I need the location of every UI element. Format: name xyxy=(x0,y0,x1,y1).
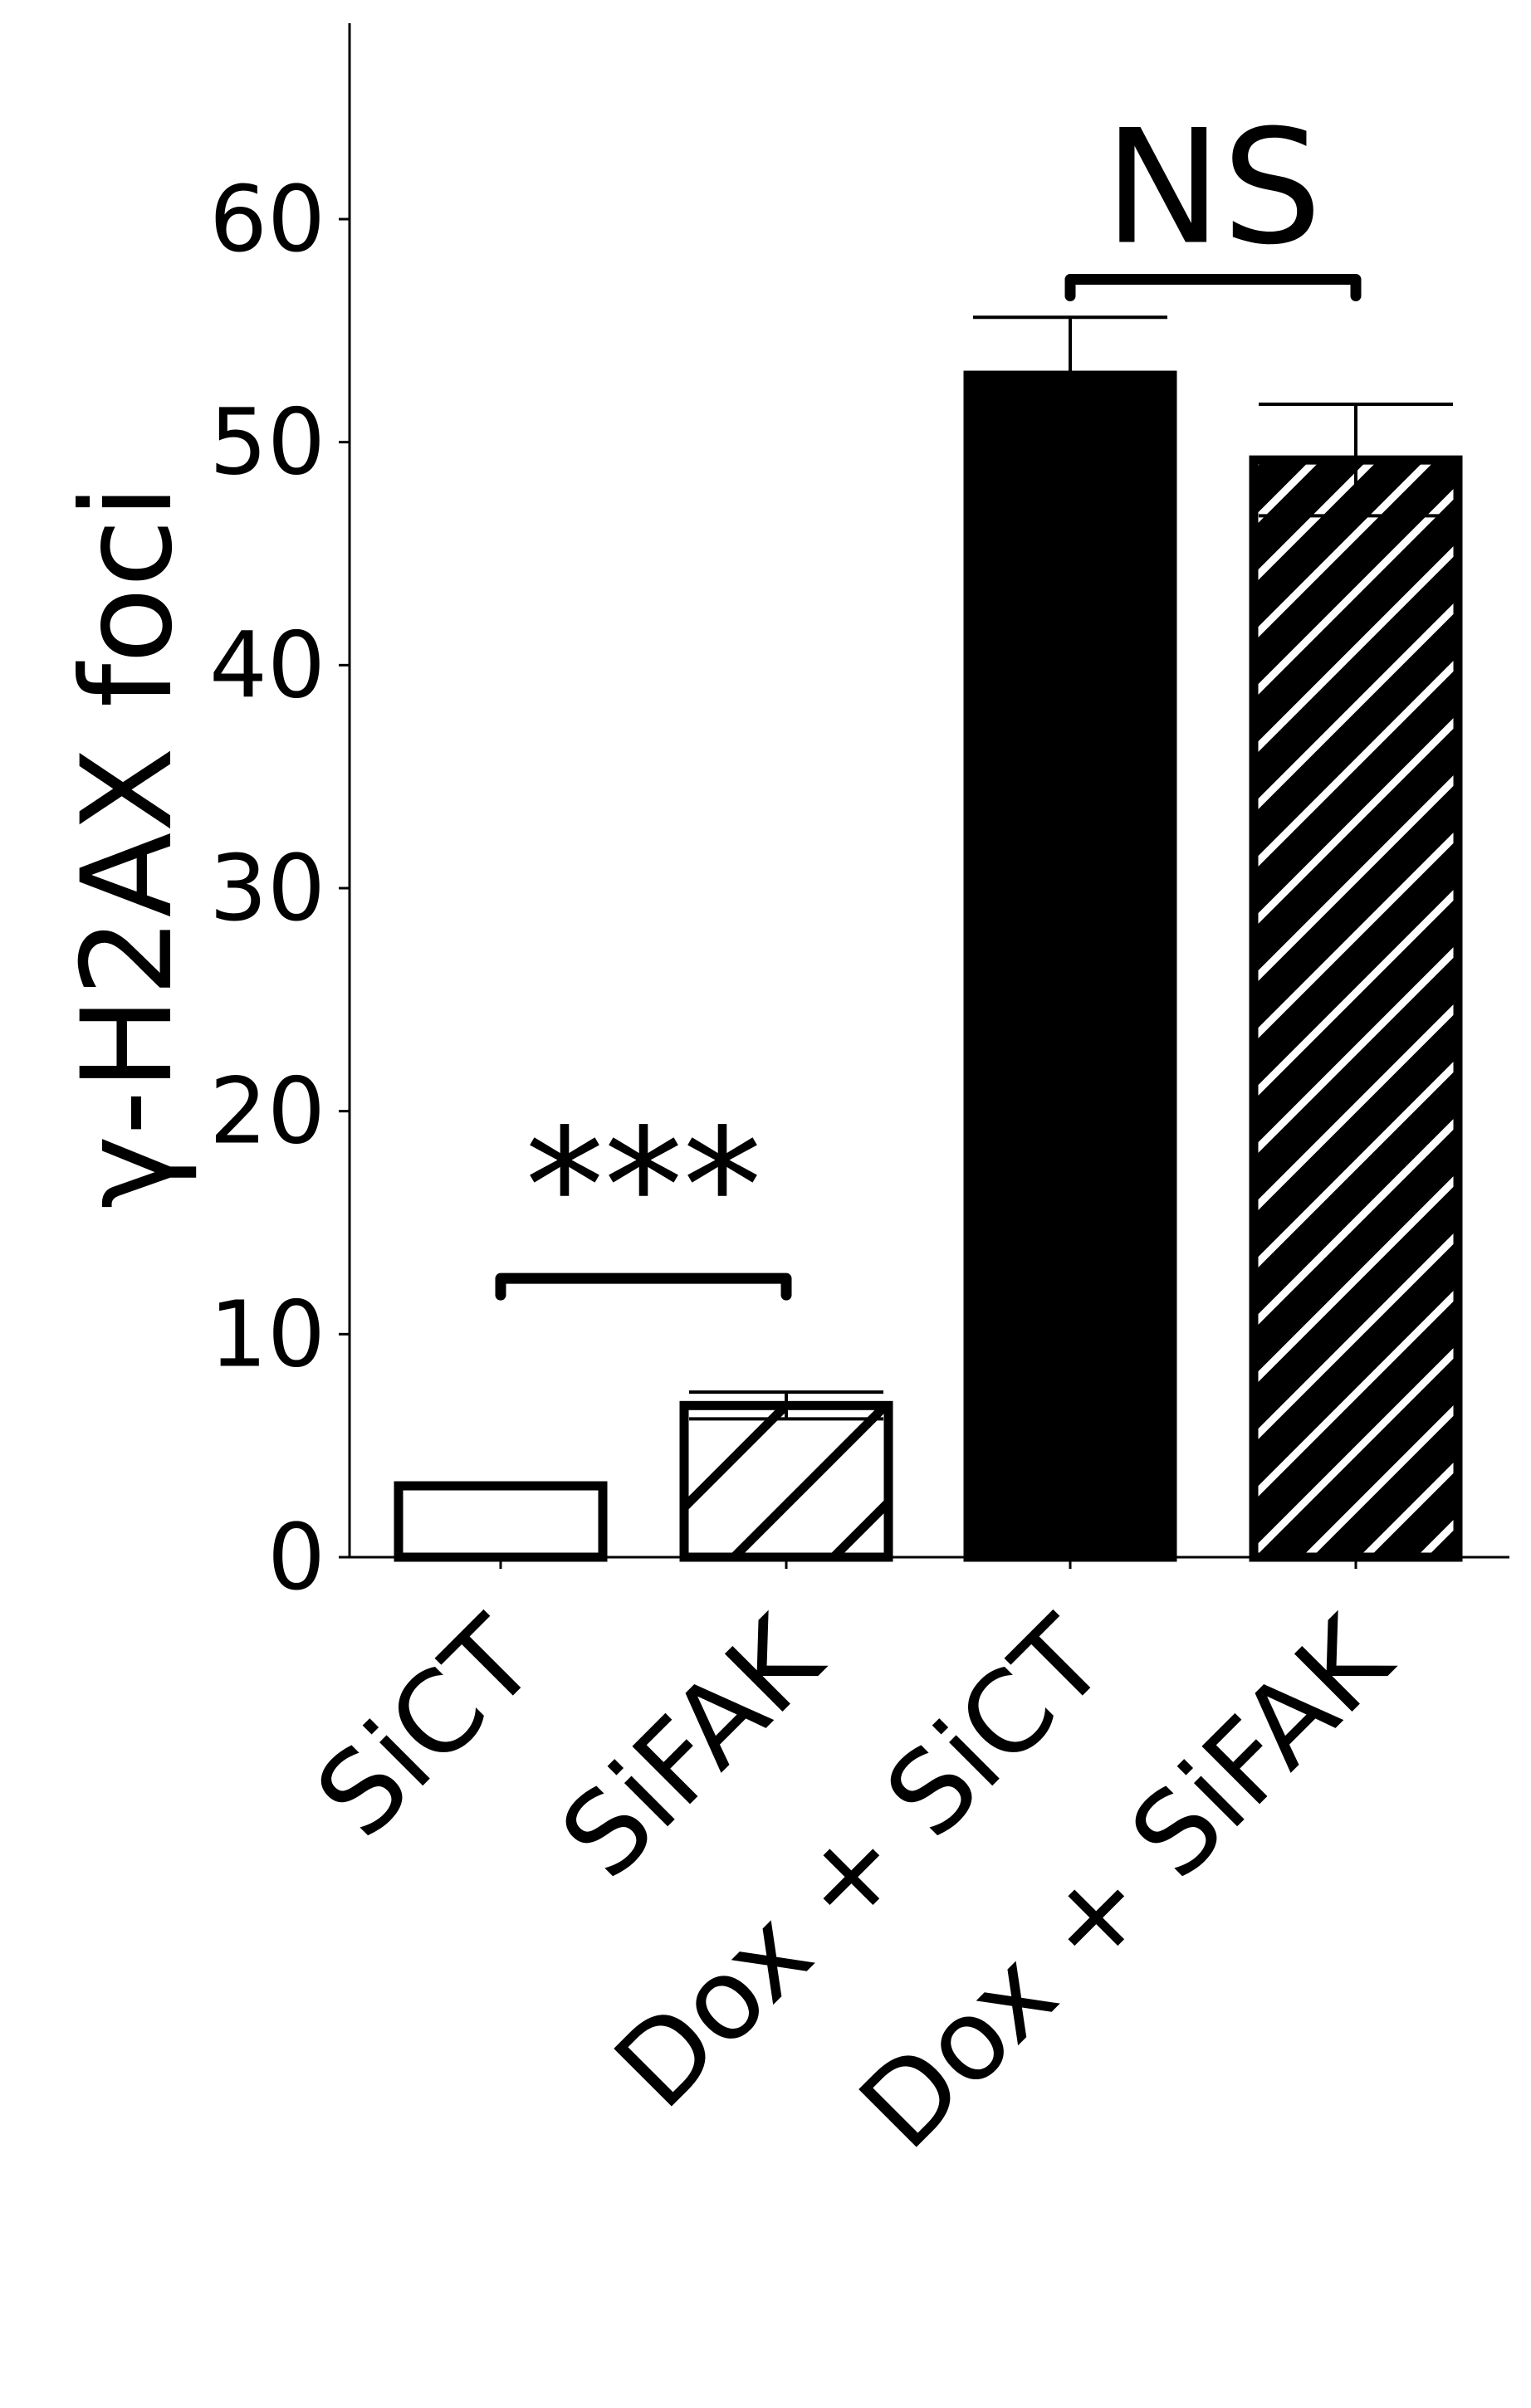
bar-fill xyxy=(968,375,1172,1558)
significance-label: *** xyxy=(526,1095,762,1278)
error-bars-layer xyxy=(689,315,1453,1421)
y-tick-label: 30 xyxy=(209,835,325,941)
error-bar-3 xyxy=(973,315,1167,435)
bar-4 xyxy=(1249,455,1463,1562)
y-ticks-layer: 0 10 20 30 40 50 60 xyxy=(209,166,350,1610)
bar-3 xyxy=(963,370,1177,1562)
significance-annotation-2: NS xyxy=(1064,96,1362,302)
bar-hatch xyxy=(1254,460,1458,1558)
bar-1 xyxy=(394,1481,608,1562)
error-bar-2 xyxy=(689,1390,883,1421)
bar-hatch xyxy=(684,1405,888,1557)
error-bar-4 xyxy=(1259,402,1453,518)
significance-label: NS xyxy=(1104,96,1323,280)
y-tick-label: 60 xyxy=(209,166,325,272)
bar-fill xyxy=(399,1486,603,1557)
y-tick-label: 20 xyxy=(209,1058,325,1165)
bars-layer xyxy=(394,370,1463,1562)
significance-bracket xyxy=(1064,274,1362,302)
y-tick-label: 10 xyxy=(209,1281,325,1387)
significance-bracket xyxy=(495,1272,792,1301)
y-tick-label: 0 xyxy=(267,1504,325,1610)
annotations-layer: *** NS xyxy=(495,96,1362,1301)
x-tick-label: SiCT xyxy=(291,1594,560,1862)
y-tick-label: 40 xyxy=(209,612,325,718)
significance-annotation-1: *** xyxy=(495,1095,792,1301)
y-axis-label: γ-H2AX foci xyxy=(56,485,200,1209)
y-tick-label: 50 xyxy=(209,389,325,496)
bar-2 xyxy=(679,1400,893,1562)
